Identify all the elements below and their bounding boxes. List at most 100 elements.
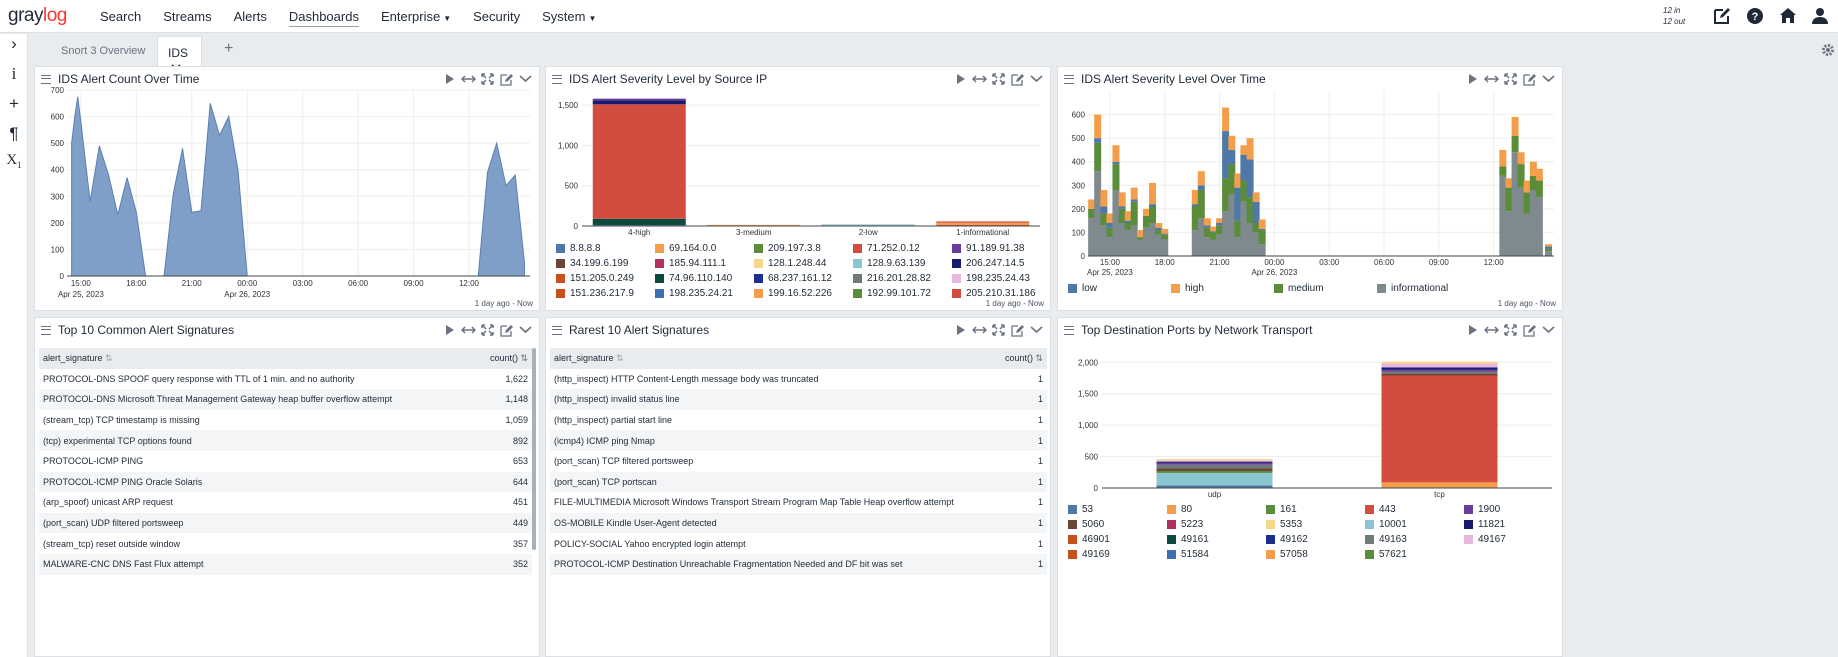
tab-snort-3-overview[interactable]: Snort 3 Overview [61,45,146,57]
table-row[interactable]: PROTOCOL-ICMP Destination Unreachable Fr… [550,553,1047,575]
chevron-down-icon[interactable] [1541,323,1556,337]
table-row[interactable]: (icmp4) ICMP ping Nmap 1 [550,430,1047,451]
nav-streams[interactable]: Streams [163,9,211,24]
table-row[interactable]: PROTOCOL-ICMP PING Oracle Solaris 644 [39,471,532,493]
legend-item[interactable]: 161 [1266,504,1297,515]
table-row[interactable]: PROTOCOL-DNS SPOOF query response with T… [39,369,532,390]
legend-item[interactable]: 69.164.0.0 [655,243,716,254]
legend-item[interactable]: 185.94.111.1 [655,258,726,269]
column-header-count[interactable]: count() ⇅ [475,348,532,369]
legend-item[interactable]: high [1171,283,1204,294]
maximize-icon[interactable] [991,323,1006,337]
table-row[interactable]: (port_scan) UDP filtered portsweep 449 [39,512,532,534]
legend-item[interactable]: 151.236.217.9 [556,288,634,299]
legend-item[interactable]: 91.189.91.38 [952,243,1024,254]
column-header-count[interactable]: count() ⇅ [996,348,1047,369]
legend-item[interactable]: 5223 [1167,519,1203,530]
legend-item[interactable]: 51584 [1167,549,1209,560]
info-icon[interactable]: i [11,64,17,83]
legend-item[interactable]: 192.99.101.72 [853,288,931,299]
expand-sidebar-icon[interactable]: › [11,34,17,53]
drag-handle-icon[interactable] [41,74,51,84]
edit-icon[interactable] [499,72,514,86]
table-row[interactable]: (http_inspect) invalid status line 1 [550,389,1047,410]
legend-item[interactable]: 57621 [1365,549,1407,560]
legend-item[interactable]: 53 [1068,504,1093,515]
legend-item[interactable]: 49163 [1365,534,1407,545]
play-icon[interactable] [442,323,457,337]
table-row[interactable]: PROTOCOL-ICMP PING 653 [39,451,532,472]
legend-item[interactable]: 10001 [1365,519,1407,530]
legend-item[interactable]: 151.205.0.249 [556,273,634,284]
sort-icon[interactable]: ⇅ [1032,352,1043,363]
legend-item[interactable]: 11821 [1464,519,1505,530]
legend-item[interactable]: 74.96.110.140 [655,273,732,284]
legend-item[interactable]: medium [1274,283,1324,294]
user-icon[interactable] [1810,6,1830,26]
legend-item[interactable]: 49169 [1068,549,1110,560]
nav-dashboards[interactable]: Dashboards [289,9,359,24]
legend-item[interactable]: 205.210.31.186 [952,288,1036,299]
nav-enterprise[interactable]: Enterprise ▼ [381,9,451,24]
edit-icon[interactable] [1010,72,1025,86]
chevron-down-icon[interactable] [518,72,533,86]
legend-item[interactable]: 49161 [1167,534,1209,545]
legend-item[interactable]: 198.235.24.21 [655,288,733,299]
table-row[interactable]: OS-MOBILE Kindle User-Agent detected 1 [550,512,1047,534]
sort-pin-icon[interactable]: ⇅ [613,352,624,363]
legend-item[interactable]: 5060 [1068,519,1104,530]
parameters-icon[interactable]: X1 [6,152,22,170]
throughput-indicator[interactable]: 12 in 12 out [1663,5,1685,27]
sort-icon[interactable]: ⇅ [517,352,528,363]
legend-item[interactable]: 80 [1167,504,1192,515]
table-row[interactable]: (arp_spoof) unicast ARP request 451 [39,492,532,513]
settings-gear-icon[interactable] [1821,43,1835,57]
legend-item[interactable]: 1900 [1464,504,1500,515]
column-header-signature[interactable]: alert_signature ⇅ [550,348,997,369]
table-row[interactable]: (stream_tcp) TCP timestamp is missing 1,0… [39,410,532,431]
legend-item[interactable]: 216.201.28.82 [853,273,931,284]
expand-width-icon[interactable] [460,323,477,337]
maximize-icon[interactable] [991,72,1006,86]
table-row[interactable]: FILE-MULTIMEDIA Microsoft Windows Transp… [550,492,1047,513]
expand-width-icon[interactable] [1483,72,1500,86]
play-icon[interactable] [953,323,968,337]
maximize-icon[interactable] [1503,323,1518,337]
nav-system[interactable]: System ▼ [542,9,596,24]
table-row[interactable]: (tcp) experimental TCP options found 892 [39,430,532,451]
legend-item[interactable]: 49162 [1266,534,1308,545]
legend-item[interactable]: 71.252.0.12 [853,243,920,254]
edit-icon[interactable] [1522,72,1537,86]
table-row[interactable]: MALWARE-CNC DNS Fast Flux attempt 352 [39,553,532,575]
maximize-icon[interactable] [480,323,495,337]
table-row[interactable]: (port_scan) TCP portscan 1 [550,471,1047,493]
legend-item[interactable]: 198.235.24.43 [952,273,1030,284]
tab-ids[interactable]: IDS [157,36,202,71]
edit-icon[interactable] [1010,323,1025,337]
legend-item[interactable]: 5353 [1266,519,1302,530]
table-row[interactable]: (http_inspect) HTTP Content-Length messa… [550,369,1047,390]
nav-alerts[interactable]: Alerts [234,9,267,24]
legend-item[interactable]: low [1068,283,1097,294]
legend-item[interactable]: 34.199.6.199 [556,258,628,269]
chevron-down-icon[interactable] [518,323,533,337]
table-scrollbar[interactable] [532,348,536,550]
chevron-down-icon[interactable] [1029,323,1044,337]
legend-item[interactable]: 49167 [1464,534,1506,545]
drag-handle-icon[interactable] [552,325,562,335]
play-icon[interactable] [442,72,457,86]
drag-handle-icon[interactable] [1064,74,1074,84]
legend-item[interactable]: 68.237.161.12 [754,273,832,284]
edit-icon[interactable] [1522,323,1537,337]
column-header-signature[interactable]: alert_signature ⇅ [39,348,476,369]
add-widget-icon[interactable]: + [9,94,19,113]
play-icon[interactable] [1465,323,1480,337]
play-icon[interactable] [1465,72,1480,86]
paragraph-icon[interactable]: ¶ [9,124,19,143]
maximize-icon[interactable] [480,72,495,86]
drag-handle-icon[interactable] [552,74,562,84]
table-row[interactable]: POLICY-SOCIAL Yahoo encrypted login atte… [550,533,1047,554]
table-row[interactable]: PROTOCOL-DNS Microsoft Threat Management… [39,389,532,410]
legend-item[interactable]: 209.197.3.8 [754,243,821,254]
table-row[interactable]: (port_scan) TCP filtered portsweep 1 [550,451,1047,472]
